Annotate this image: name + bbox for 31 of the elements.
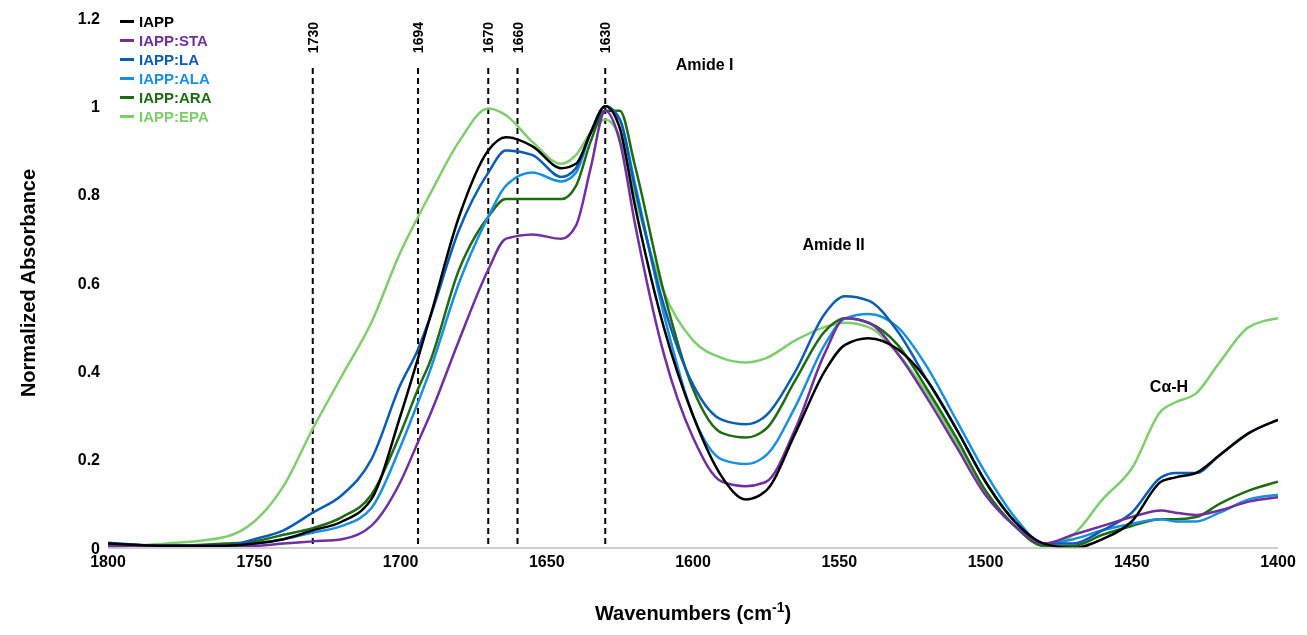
y-tick-label: 0.8 [77, 186, 101, 204]
legend-label: IAPP:STA [138, 31, 209, 50]
x-tick-label: 1550 [821, 553, 858, 571]
annotation: Cα-H [1149, 378, 1189, 396]
y-tick-label: 1.2 [77, 9, 101, 27]
x-tick-label: 1650 [528, 553, 565, 571]
y-tick-label: 0.4 [77, 363, 101, 381]
x-tick-label: 1450 [1113, 553, 1150, 571]
x-axis-title: Wavenumbers (cm$^{-1}$) [594, 599, 792, 624]
legend-label: IAPP:ALA [138, 69, 211, 88]
x-tick-label: 1800 [90, 553, 126, 571]
y-tick-label: 1 [91, 98, 101, 116]
ref-line-label: 1630 [597, 21, 614, 54]
legend-label: IAPP:LA [138, 50, 200, 69]
y-axis-title: Normalized Absorbance [17, 168, 40, 398]
y-tick-label: 0.2 [77, 451, 101, 469]
legend-label: IAPP:ARA [138, 88, 212, 107]
x-tick-label: 1400 [1260, 553, 1296, 571]
x-tick-label: 1750 [236, 553, 273, 571]
annotation: Amide II [802, 235, 865, 253]
x-tick-label: 1500 [967, 553, 1004, 571]
legend-label: IAPP:EPA [138, 107, 210, 126]
ref-line-label: 1670 [480, 21, 497, 54]
annotation: Amide I [675, 56, 734, 73]
ref-line-label: 1694 [410, 21, 427, 54]
ref-line-label: 1730 [304, 21, 321, 54]
x-tick-label: 1600 [675, 553, 711, 571]
y-tick-label: 0.6 [77, 274, 101, 292]
legend-label: IAPP [138, 12, 175, 31]
ref-line-label: 1660 [509, 21, 526, 54]
x-tick-label: 1700 [382, 553, 419, 571]
